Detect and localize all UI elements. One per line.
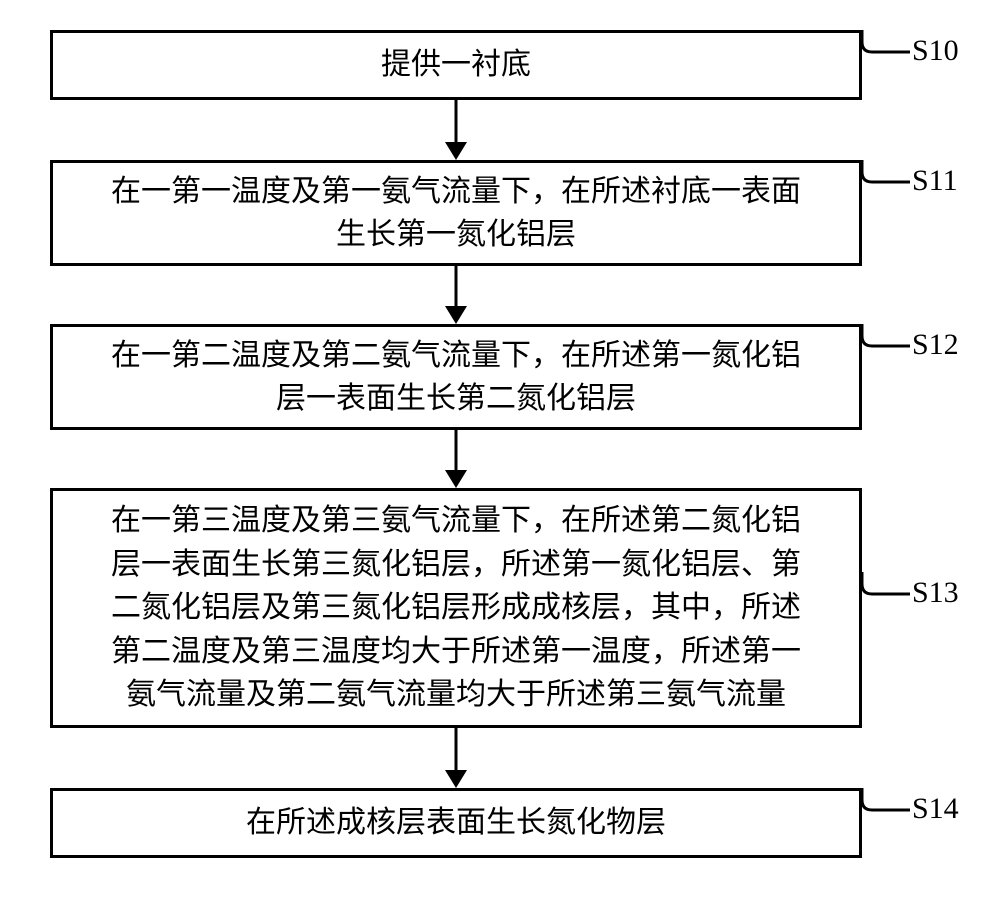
step-s13-text: 在一第三温度及第三氨气流量下，在所述第二氮化铝 层一表面生长第三氮化铝层，所述第… bbox=[111, 499, 801, 717]
step-s12-text: 在一第二温度及第二氨气流量下，在所述第一氮化铝 层一表面生长第二氮化铝层 bbox=[111, 334, 801, 421]
step-s14-text: 在所述成核层表面生长氮化物层 bbox=[246, 801, 666, 845]
callout-bracket-s13 bbox=[862, 572, 910, 616]
flowchart-canvas: 提供一衬底 在一第一温度及第一氨气流量下，在所述衬底一表面 生长第一氮化铝层 在… bbox=[0, 0, 1000, 897]
step-s13: 在一第三温度及第三氨气流量下，在所述第二氮化铝 层一表面生长第三氮化铝层，所述第… bbox=[50, 488, 862, 728]
step-label-s11: S11 bbox=[912, 164, 958, 198]
step-s11: 在一第一温度及第一氨气流量下，在所述衬底一表面 生长第一氮化铝层 bbox=[50, 160, 862, 266]
callout-bracket-s12 bbox=[862, 324, 910, 368]
step-label-s14: S14 bbox=[912, 792, 959, 826]
step-s11-text: 在一第一温度及第一氨气流量下，在所述衬底一表面 生长第一氮化铝层 bbox=[111, 170, 801, 257]
step-s10-text: 提供一衬底 bbox=[381, 43, 531, 87]
step-s14: 在所述成核层表面生长氮化物层 bbox=[50, 788, 862, 858]
callout-bracket-s11 bbox=[862, 160, 910, 204]
callout-bracket-s10 bbox=[862, 30, 910, 74]
step-s12: 在一第二温度及第二氨气流量下，在所述第一氮化铝 层一表面生长第二氮化铝层 bbox=[50, 324, 862, 430]
callout-bracket-s14 bbox=[862, 788, 910, 832]
step-label-s10: S10 bbox=[912, 34, 959, 68]
step-s10: 提供一衬底 bbox=[50, 30, 862, 100]
step-label-s13: S13 bbox=[912, 576, 959, 610]
arrows-layer bbox=[0, 0, 1000, 897]
step-label-s12: S12 bbox=[912, 328, 959, 362]
